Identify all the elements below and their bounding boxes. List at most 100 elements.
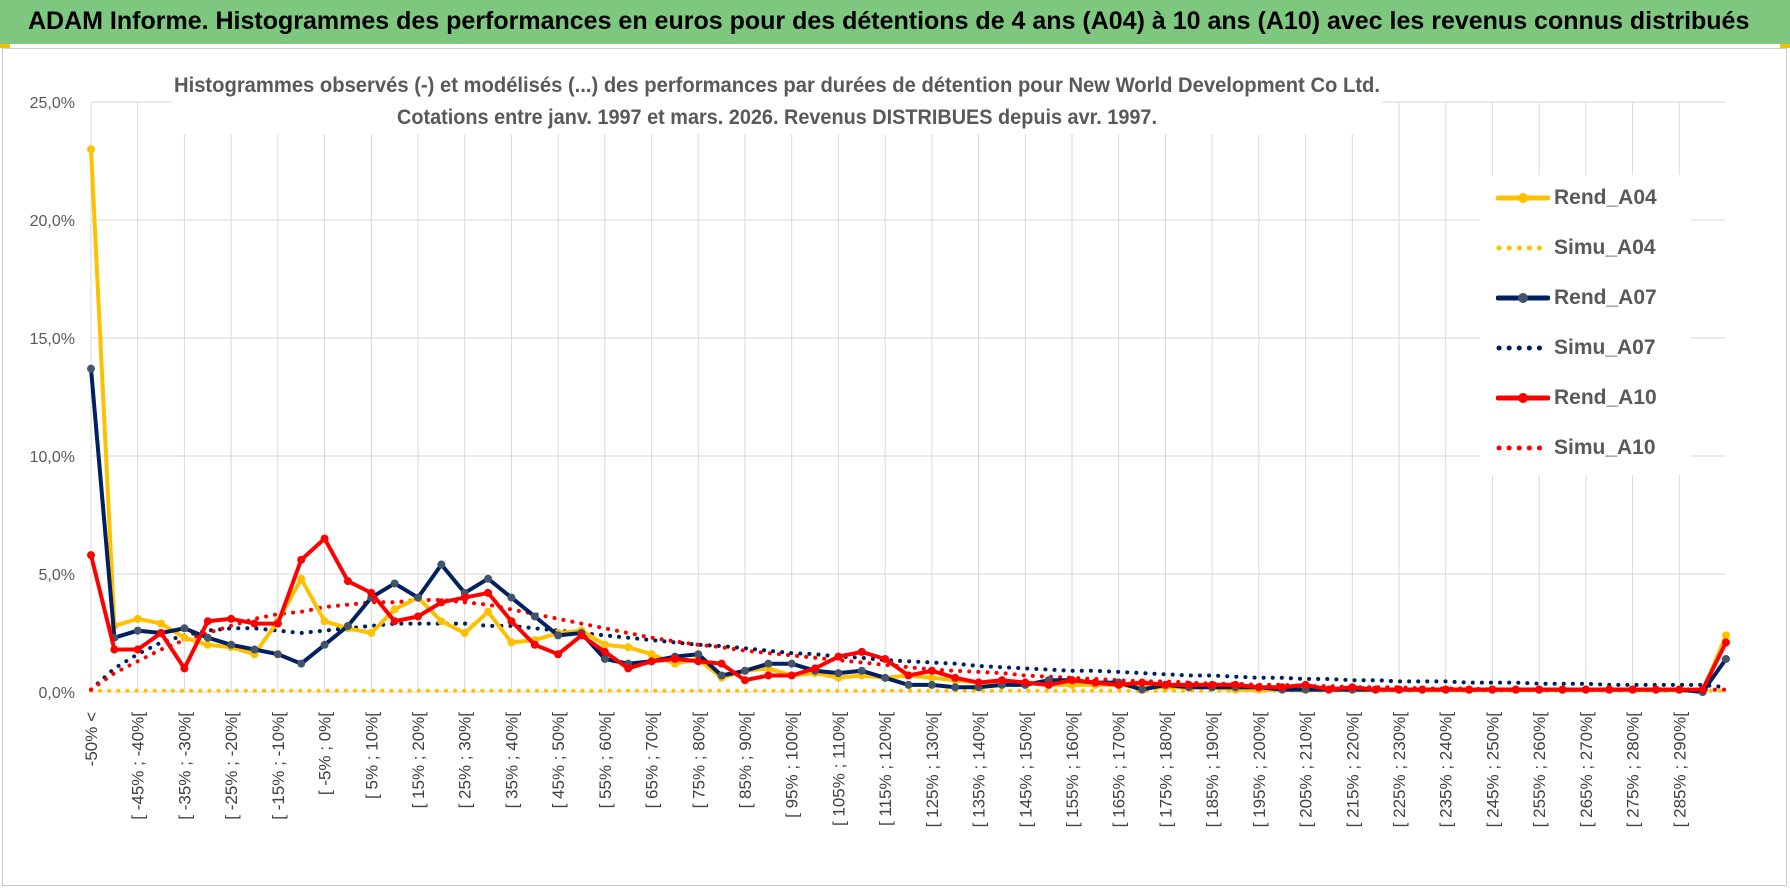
data-point bbox=[904, 680, 913, 689]
legend-label: Rend_A10 bbox=[1554, 386, 1657, 409]
series-line-rend-a10 bbox=[89, 536, 1728, 692]
x-tick-label: [ 215% ; 220%[ bbox=[1343, 712, 1362, 828]
x-tick-label: [ 125% ; 130%[ bbox=[923, 712, 942, 828]
data-point bbox=[881, 673, 890, 682]
data-point bbox=[951, 683, 960, 692]
data-point bbox=[87, 145, 95, 154]
data-point bbox=[367, 629, 376, 637]
y-tick-label: 5,0% bbox=[39, 567, 75, 584]
data-point bbox=[1114, 680, 1123, 689]
data-point bbox=[1254, 683, 1263, 692]
data-point bbox=[600, 647, 609, 656]
data-point bbox=[764, 671, 773, 680]
data-point bbox=[180, 664, 189, 673]
x-tick-label: [ 45% ; 50%[ bbox=[549, 712, 568, 809]
data-point bbox=[1465, 685, 1474, 694]
data-point bbox=[1558, 685, 1567, 694]
data-point bbox=[484, 574, 493, 583]
data-point bbox=[1231, 680, 1240, 689]
chart-subtitle: Cotations entre janv. 1997 et mars. 2026… bbox=[397, 106, 1157, 129]
data-point bbox=[1441, 685, 1450, 694]
data-point bbox=[1208, 680, 1217, 689]
data-point bbox=[1722, 654, 1730, 663]
y-tick-label: 15,0% bbox=[30, 331, 75, 348]
legend-swatch bbox=[1496, 386, 1550, 410]
data-point bbox=[741, 666, 749, 675]
data-point bbox=[1371, 685, 1380, 694]
corner-mark-right bbox=[1780, 44, 1790, 48]
legend-label: Simu_A04 bbox=[1554, 236, 1656, 259]
data-point bbox=[414, 612, 422, 621]
data-point bbox=[367, 588, 376, 597]
legend: Rend_A04 Simu_A04 Rend_A07 Simu_A07 Rend_A10… bbox=[1480, 175, 1690, 475]
data-point bbox=[997, 676, 1006, 685]
data-point bbox=[1581, 685, 1590, 694]
legend-item-rend-a10: Rend_A10 bbox=[1496, 385, 1657, 411]
x-tick-label: [ -25% ; -20%[ bbox=[222, 712, 241, 820]
data-point bbox=[297, 574, 306, 583]
data-point bbox=[624, 664, 633, 673]
legend-label: Simu_A07 bbox=[1554, 336, 1656, 359]
y-tick-label: 0,0% bbox=[39, 685, 75, 702]
data-point bbox=[1184, 680, 1193, 689]
x-tick-label: [ 205% ; 210%[ bbox=[1297, 712, 1316, 828]
x-tick-label: [ 285% ; 290%[ bbox=[1670, 712, 1689, 828]
legend-item-simu-a07: Simu_A07 bbox=[1496, 335, 1656, 361]
data-point bbox=[1068, 676, 1076, 685]
x-tick-label: [ 15% ; 20%[ bbox=[409, 712, 428, 809]
data-point bbox=[881, 654, 890, 663]
x-tick-label: [ 135% ; 140%[ bbox=[970, 712, 989, 828]
data-point bbox=[1535, 685, 1544, 694]
x-tick-label: [ 65% ; 70%[ bbox=[643, 712, 662, 809]
data-point bbox=[1278, 683, 1287, 692]
data-point bbox=[320, 640, 329, 649]
x-tick-label: [ 75% ; 80%[ bbox=[689, 712, 708, 809]
data-point bbox=[927, 666, 936, 675]
data-point bbox=[1395, 685, 1403, 694]
data-point bbox=[1628, 685, 1637, 694]
data-point bbox=[437, 598, 446, 607]
x-tick-label: [ -45% ; -40%[ bbox=[129, 712, 148, 820]
x-tick-label: [ 275% ; 280%[ bbox=[1624, 712, 1643, 828]
x-tick-label: [ 25% ; 30%[ bbox=[456, 712, 475, 809]
data-point bbox=[1418, 685, 1427, 694]
data-point bbox=[390, 579, 399, 588]
chart-title: Histogrammes observés (-) et modélisés (… bbox=[174, 74, 1380, 97]
x-tick-label: [ 255% ; 260%[ bbox=[1530, 712, 1549, 828]
data-point bbox=[1138, 685, 1147, 694]
x-tick-label: [ 35% ; 40%[ bbox=[502, 712, 521, 809]
data-point bbox=[297, 659, 306, 668]
corner-mark-left bbox=[0, 44, 10, 48]
data-point bbox=[157, 619, 166, 628]
x-tick-label: [ 265% ; 270%[ bbox=[1577, 712, 1596, 828]
data-point bbox=[857, 666, 866, 675]
data-point bbox=[227, 640, 236, 649]
x-tick-label: [ 245% ; 250%[ bbox=[1483, 712, 1502, 828]
data-point bbox=[811, 664, 820, 673]
data-point bbox=[694, 650, 703, 659]
legend-item-rend-a04: Rend_A04 bbox=[1496, 185, 1657, 211]
data-point bbox=[203, 617, 212, 626]
data-point bbox=[414, 593, 422, 602]
data-point bbox=[1698, 685, 1707, 694]
data-point bbox=[133, 626, 142, 635]
data-point bbox=[1138, 678, 1147, 687]
y-tick-label: 20,0% bbox=[30, 213, 75, 230]
legend-swatch bbox=[1496, 186, 1550, 210]
x-tick-label: [ 195% ; 200%[ bbox=[1250, 712, 1269, 828]
data-point bbox=[787, 671, 796, 680]
data-point bbox=[273, 619, 282, 628]
series-line-simu-a07 bbox=[89, 621, 1728, 692]
legend-label: Rend_A04 bbox=[1554, 186, 1657, 209]
legend-label: Rend_A07 bbox=[1554, 286, 1657, 309]
data-point bbox=[484, 607, 493, 616]
data-point bbox=[1675, 685, 1684, 694]
x-tick-label: [ 185% ; 190%[ bbox=[1203, 712, 1222, 828]
x-tick-label: [ 95% ; 100%[ bbox=[783, 712, 802, 818]
data-point bbox=[670, 654, 679, 663]
data-point bbox=[87, 364, 95, 373]
data-point bbox=[1605, 685, 1614, 694]
data-point bbox=[460, 629, 469, 637]
data-point bbox=[203, 633, 212, 642]
x-tick-label: [ 85% ; 90%[ bbox=[736, 712, 755, 809]
